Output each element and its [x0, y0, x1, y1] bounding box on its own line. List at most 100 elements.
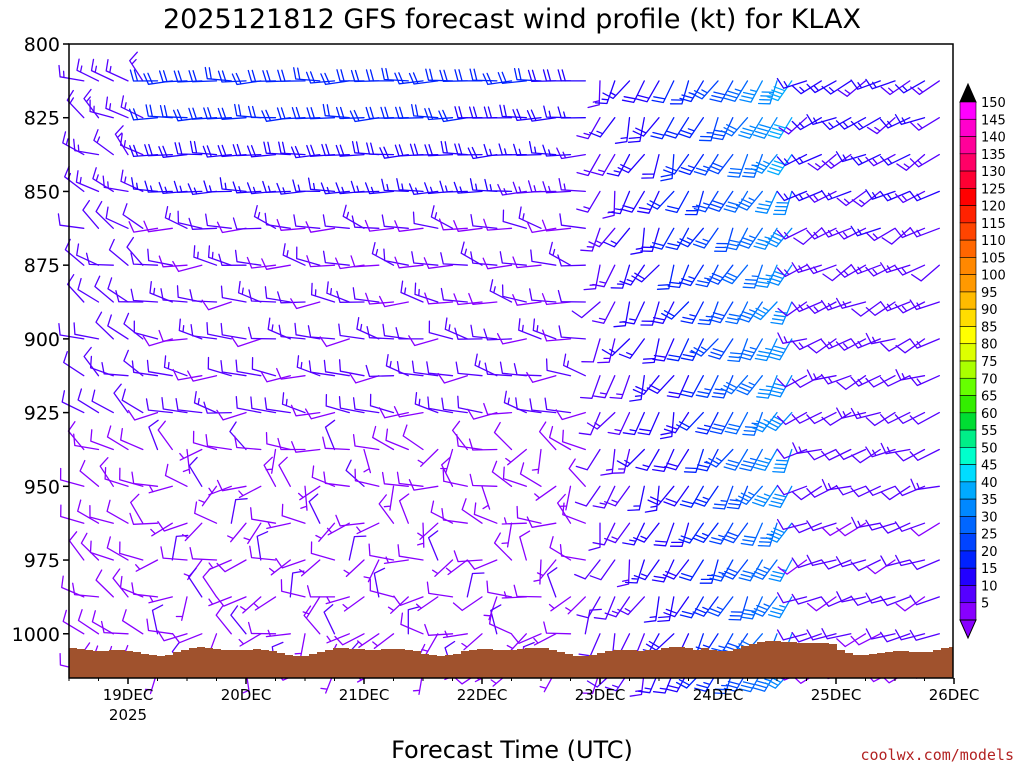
colorbar-label: 70: [981, 372, 998, 387]
wind-barb: [177, 210, 203, 229]
wind-barb: [350, 180, 380, 193]
wind-barb: [486, 580, 513, 598]
wind-barb: [604, 485, 631, 507]
wind-barb: [248, 326, 277, 340]
wind-barb: [202, 145, 232, 158]
wind-barb: [207, 356, 232, 377]
wind-barb: [851, 301, 881, 317]
colorbar-swatch: [959, 412, 977, 431]
wind-barb: [121, 609, 144, 635]
wind-barb: [278, 456, 291, 487]
wind-barb: [711, 375, 734, 399]
colorbar-label: 150: [981, 96, 1006, 111]
wind-barb: [691, 80, 719, 100]
wind-barb: [294, 322, 321, 340]
wind-barb: [275, 557, 306, 569]
wind-barb: [468, 292, 498, 305]
wind-barb: [351, 215, 380, 229]
plot-frame: [68, 43, 954, 679]
wind-barb: [425, 68, 454, 82]
x-tick-label: 22DEC: [457, 686, 508, 704]
wind-barb: [678, 153, 704, 176]
wind-barb: [424, 292, 454, 305]
wind-barb: [133, 320, 159, 340]
colorbar-swatch: [959, 291, 977, 310]
wind-barb: [736, 375, 763, 396]
wind-barb: [365, 292, 395, 305]
wind-barb: [772, 190, 793, 216]
wind-barb: [428, 320, 454, 340]
wind-barb: [488, 611, 513, 635]
wind-barb: [107, 314, 129, 340]
wind-barb: [363, 448, 372, 474]
wind-barb: [644, 485, 660, 513]
wind-barb: [234, 249, 262, 266]
wind-barb: [720, 375, 749, 395]
wind-barb: [128, 221, 159, 233]
wind-barb: [607, 411, 631, 436]
wind-barb: [90, 58, 114, 82]
wind-barb: [894, 521, 926, 532]
wind-barb: [865, 446, 896, 458]
wind-barb: [59, 467, 85, 487]
wind-barb: [470, 214, 498, 229]
wind-barb: [562, 502, 586, 524]
wind-barb: [806, 596, 837, 612]
wind-barb: [444, 317, 468, 340]
wind-barb: [470, 251, 498, 266]
wind-barb: [306, 107, 336, 120]
wind-barb: [515, 397, 542, 414]
wind-barb: [148, 419, 159, 451]
wind-barb: [278, 324, 306, 340]
colorbar-swatch: [959, 585, 977, 604]
wind-barb: [526, 221, 557, 234]
wind-barb: [146, 359, 173, 377]
wind-barb: [617, 153, 645, 174]
wind-barb: [821, 411, 852, 426]
wind-barb: [624, 559, 645, 584]
wind-barb: [706, 153, 734, 175]
wind-barb: [188, 107, 218, 120]
wind-barb: [322, 250, 350, 266]
wind-barb: [291, 106, 321, 120]
wind-barb: [660, 153, 675, 182]
wind-barb: [776, 484, 808, 496]
wind-barb: [484, 178, 513, 193]
wind-barb: [776, 77, 808, 89]
wind-barb: [835, 338, 867, 351]
wind-barb: [394, 72, 424, 85]
wind-barb: [679, 596, 704, 619]
wind-barb: [175, 596, 188, 621]
wind-barb: [290, 404, 321, 417]
wind-barb: [261, 258, 291, 270]
wind-barb: [483, 218, 513, 231]
wind-barb: [879, 300, 911, 312]
wind-barb: [542, 181, 572, 194]
wind-barb: [699, 559, 719, 584]
wind-barb: [757, 522, 778, 547]
colorbar-label: 105: [981, 251, 1006, 266]
colorbar-label: 65: [981, 390, 998, 405]
wind-barb: [603, 227, 631, 248]
wind-barb: [678, 522, 704, 544]
wind-barb: [440, 287, 468, 303]
wind-barb: [806, 190, 837, 203]
wind-barb: [115, 290, 144, 303]
colorbar-swatch: [959, 118, 977, 137]
wind-barb: [93, 129, 114, 156]
wind-barb: [489, 279, 513, 303]
wind-barb: [230, 498, 248, 524]
colorbar-swatch: [959, 343, 977, 362]
wind-barb: [616, 448, 645, 468]
wind-barb: [310, 282, 336, 303]
wind-barb: [58, 64, 85, 82]
wind-barb: [776, 592, 808, 604]
wind-barb: [692, 227, 719, 249]
wind-barb: [752, 485, 778, 507]
wind-barb: [441, 397, 468, 414]
wind-barb: [143, 220, 173, 233]
wind-barb: [765, 522, 793, 543]
wind-barb: [247, 621, 277, 635]
wind-barb: [89, 355, 114, 377]
wind-barb: [637, 190, 660, 214]
